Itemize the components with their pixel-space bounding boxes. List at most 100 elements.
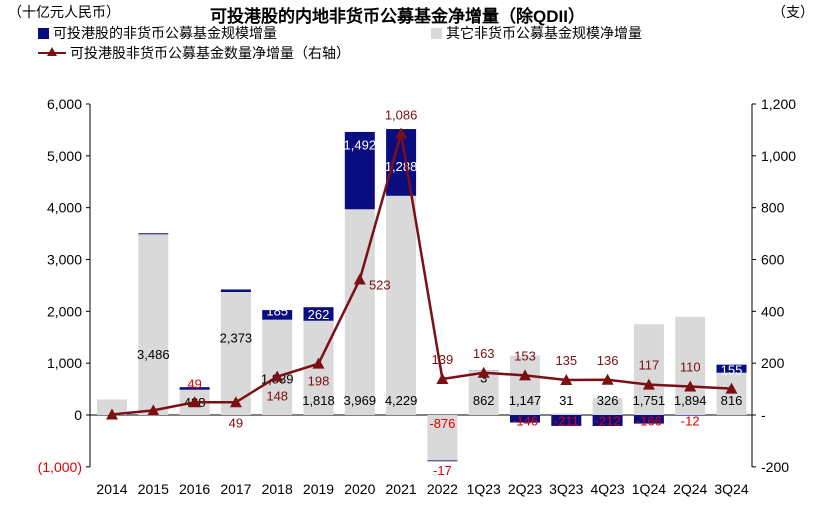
x-tick-label: 2Q24 <box>673 481 707 497</box>
line-hk-count-marker <box>147 404 160 416</box>
bar-other-value-label: 31 <box>559 393 573 408</box>
bar-other-value-label: 3,486 <box>137 347 170 362</box>
line-hk-count-marker <box>519 369 531 381</box>
line-hk-count-value-label: 163 <box>473 346 495 361</box>
left-tick-label: 5,000 <box>47 148 82 164</box>
x-tick-label: 2021 <box>386 481 417 497</box>
line-hk-count-marker <box>560 374 573 386</box>
bar-other-size <box>675 316 706 415</box>
x-tick-label: 2017 <box>220 481 251 497</box>
bar-other-size <box>551 413 582 415</box>
bar-other-size <box>386 195 417 415</box>
right-tick-label: -200 <box>761 459 789 475</box>
bar-other-size <box>427 415 458 461</box>
bar-hk-size <box>510 415 540 423</box>
line-hk-count-value-label: 117 <box>639 358 660 373</box>
left-tick-label: 6,000 <box>47 96 82 112</box>
bar-hk-size <box>138 233 169 235</box>
x-tick-label: 3Q23 <box>549 481 583 497</box>
left-tick-label: 4,000 <box>47 200 82 216</box>
bar-hk-value-label: 1,492 <box>344 137 377 152</box>
line-hk-count <box>111 133 732 416</box>
line-hk-count-value-label: 110 <box>680 359 701 374</box>
line-hk-count-marker <box>106 408 118 420</box>
legend-label-hk-size: 可投港股的非货币公募基金规模增量 <box>53 25 277 41</box>
bar-other-value-label: 1,894 <box>674 393 707 408</box>
right-tick-label: - <box>761 407 766 423</box>
chart-title: 可投港股的内地非货币公募基金净增量（除QDII） <box>210 7 585 26</box>
line-hk-count-marker <box>353 273 366 285</box>
line-hk-count-value-label: 198 <box>308 374 330 389</box>
x-tick-label: 2015 <box>138 481 169 497</box>
bar-other-size <box>138 234 169 415</box>
bar-other-value-label: 3,969 <box>344 393 377 408</box>
bar-other-value-label: 1,751 <box>633 393 666 408</box>
line-hk-count-marker <box>436 372 449 384</box>
line-hk-count-value-label: 153 <box>514 348 536 363</box>
line-hk-count-marker <box>395 127 408 139</box>
bar-other-size <box>716 372 747 415</box>
bar-hk-size <box>675 415 706 416</box>
legend-item-hk-size: 可投港股的非货币公募基金规模增量 <box>38 23 277 43</box>
line-hk-count-marker <box>188 396 201 408</box>
bar-hk-value-label: 155 <box>721 362 743 377</box>
bar-hk-value-label: -166 <box>636 414 662 429</box>
left-tick-label: 1,000 <box>47 355 82 371</box>
bar-hk-size <box>716 364 747 373</box>
legend-label-hk-count: 可投港股非货币公募基金数量净增量（右轴） <box>70 45 350 61</box>
left-axis-unit: （十亿元人民币） <box>8 4 120 20</box>
x-tick-label: 2020 <box>344 481 375 497</box>
line-hk-count-value-label: 1,086 <box>385 108 418 123</box>
right-tick-label: 200 <box>761 355 785 371</box>
x-tick-label: 2022 <box>427 481 458 497</box>
bar-other-value-label: 862 <box>473 393 495 408</box>
x-tick-label: 2018 <box>262 481 293 497</box>
bar-hk-size <box>551 415 582 426</box>
bar-other-value-label: 1,818 <box>302 393 335 408</box>
bar-other-value-label: -876 <box>429 416 455 431</box>
right-tick-label: 400 <box>761 303 785 319</box>
x-tick-label: 2014 <box>96 481 127 497</box>
bar-other-value-label: 1,147 <box>509 393 542 408</box>
line-hk-count-value-label: 136 <box>597 353 619 368</box>
bar-hk-value-label: -146 <box>512 414 538 429</box>
x-tick-label: 1Q24 <box>632 481 666 497</box>
bar-hk-value-label: 262 <box>308 307 330 322</box>
left-tick-label: 3,000 <box>47 252 82 268</box>
line-hk-count-value-label: 135 <box>555 353 577 368</box>
bar-hk-value-label: 3 <box>480 371 487 386</box>
bar-hk-value-label: -17 <box>433 463 452 478</box>
bar-other-value-label: 4,229 <box>385 393 418 408</box>
left-tick-label: 2,000 <box>47 303 82 319</box>
bar-hk-size <box>427 460 458 462</box>
bar-hk-size <box>220 289 251 292</box>
right-tick-label: 600 <box>761 252 785 268</box>
bar-other-value-label: 2,373 <box>220 330 253 345</box>
legend-item-other-size: 其它非货币公募基金规模净增量 <box>431 23 642 43</box>
legend-swatch-triangle-line <box>38 47 66 59</box>
right-tick-label: 800 <box>761 200 785 216</box>
x-tick-label: 4Q23 <box>590 481 624 497</box>
line-hk-count-marker <box>312 357 325 369</box>
bar-other-size <box>468 370 499 415</box>
bar-other-size <box>633 324 664 415</box>
legend-swatch-navy <box>38 27 49 39</box>
line-hk-count-marker <box>725 382 738 394</box>
right-axis-unit: （支） <box>772 4 814 20</box>
left-tick-label: (1,000) <box>38 459 82 475</box>
bar-other-value-label: 816 <box>721 393 743 408</box>
left-tick-label: 0 <box>74 407 82 423</box>
bar-other-size <box>592 398 623 415</box>
line-hk-count-marker <box>271 370 284 382</box>
bar-other-size <box>510 355 540 415</box>
bar-hk-size <box>592 415 623 426</box>
legend-item-hk-count: 可投港股非货币公募基金数量净增量（右轴） <box>38 43 350 63</box>
x-tick-label: 2019 <box>303 481 334 497</box>
bar-hk-value-label: -211 <box>554 414 579 429</box>
line-hk-count-value-label: 148 <box>266 389 288 404</box>
right-tick-label: 1,000 <box>761 148 796 164</box>
bar-hk-size <box>262 310 293 320</box>
bar-other-size <box>97 399 127 415</box>
